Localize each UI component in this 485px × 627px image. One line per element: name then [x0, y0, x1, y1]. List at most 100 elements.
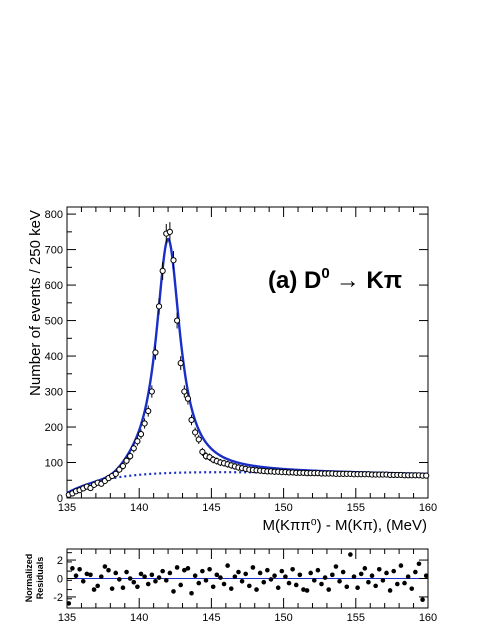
y-tick-label: -2: [53, 592, 63, 604]
x-tick-label: 140: [130, 612, 148, 624]
residual-point: [387, 588, 393, 593]
data-point: [181, 385, 188, 398]
decay-annotation: (a) D0 → Kπ: [268, 265, 402, 294]
residual-point: [70, 566, 75, 571]
residual-point: [358, 571, 364, 577]
residual-point: [247, 583, 252, 589]
residual-point: [124, 569, 129, 575]
residual-point: [156, 575, 162, 580]
annotation-suffix: Kπ: [360, 267, 402, 294]
residual-point: [225, 563, 230, 568]
x-tick-label: 145: [202, 502, 220, 514]
residual-points: [66, 552, 429, 606]
data-point: [184, 392, 192, 405]
y-tick-label: 800: [45, 209, 63, 221]
residual-point: [84, 571, 90, 577]
residual-point: [236, 569, 241, 575]
residual-point: [319, 581, 324, 587]
residuals-plot: -2 0 2 135 140 145 150 155 160 Normalized Resid…: [24, 548, 437, 624]
residual-point: [254, 587, 259, 592]
x-tick-label: 155: [347, 502, 365, 514]
residual-point: [297, 572, 303, 578]
data-point: [112, 470, 119, 477]
residual-point: [203, 578, 209, 583]
annotation-prefix: (a) D: [268, 267, 321, 294]
data-point: [155, 298, 163, 315]
data-point: [134, 436, 141, 446]
residual-point: [340, 569, 346, 575]
main-x-ticks: 135 140 145 150 155 160: [58, 207, 437, 514]
data-point: [119, 462, 127, 470]
residual-point: [402, 580, 407, 586]
data-point: [141, 418, 148, 429]
residual-point: [73, 573, 79, 579]
residual-point: [163, 578, 169, 583]
residual-point: [293, 582, 299, 588]
x-tick-label: 150: [274, 612, 292, 624]
residual-point: [304, 588, 310, 593]
y-tick-label: 400: [45, 351, 63, 363]
residual-point: [413, 569, 418, 575]
residual-point: [405, 574, 411, 579]
residual-point: [153, 578, 158, 584]
residual-point: [200, 568, 205, 574]
residual-point: [221, 581, 227, 587]
residual-point: [290, 566, 295, 572]
residual-point: [207, 566, 212, 572]
residual-point: [384, 570, 389, 576]
residual-point: [160, 568, 165, 574]
residuals-y-label-line2: Residuals: [35, 557, 45, 600]
residual-point: [131, 579, 137, 585]
residual-point: [91, 587, 97, 592]
residual-point: [330, 572, 335, 578]
residual-point: [268, 577, 274, 582]
residual-point: [395, 581, 400, 587]
residual-point: [301, 587, 306, 592]
residual-point: [106, 567, 111, 573]
residual-point: [192, 573, 198, 579]
y-tick-label: 600: [45, 280, 63, 292]
residual-point: [391, 568, 397, 574]
residual-point: [120, 585, 126, 591]
annotation-sup: 0: [321, 265, 329, 282]
data-point: [159, 261, 166, 280]
y-tick-label: 100: [45, 458, 63, 470]
residual-point: [362, 566, 368, 571]
data-point: [188, 414, 195, 426]
data-point: [195, 434, 202, 445]
x-tick-label: 135: [58, 612, 76, 624]
residual-point: [279, 568, 285, 574]
residual-point: [178, 582, 184, 588]
residual-point: [113, 570, 119, 576]
data-point: [130, 444, 137, 453]
x-tick-label: 150: [274, 502, 292, 514]
residual-point: [333, 564, 339, 569]
data-point: [192, 427, 199, 438]
residual-point: [348, 552, 353, 557]
residual-point: [138, 571, 144, 577]
residual-point: [322, 575, 328, 580]
y-tick-label: 700: [45, 245, 63, 257]
residual-point: [261, 579, 267, 585]
y-tick-label: 2: [57, 555, 63, 567]
residual-point: [380, 578, 386, 583]
residual-point: [95, 583, 100, 589]
data-point: [116, 466, 123, 473]
y-axis-label: Number of events / 250 keV: [27, 210, 44, 396]
residual-point: [250, 565, 256, 570]
residual-point: [283, 574, 288, 579]
x-tick-label: 140: [130, 502, 148, 514]
residual-point: [189, 590, 194, 596]
residual-point: [272, 573, 277, 579]
residual-point: [420, 597, 425, 603]
x-tick-label: 160: [419, 502, 437, 514]
residual-point: [167, 570, 173, 576]
residual-point: [373, 583, 378, 589]
x-tick-label: 155: [347, 612, 365, 624]
data-point: [170, 251, 177, 270]
data-point: [123, 457, 130, 465]
x-tick-label: 160: [419, 612, 437, 624]
data-point: [166, 222, 173, 242]
data-point: [174, 312, 181, 329]
